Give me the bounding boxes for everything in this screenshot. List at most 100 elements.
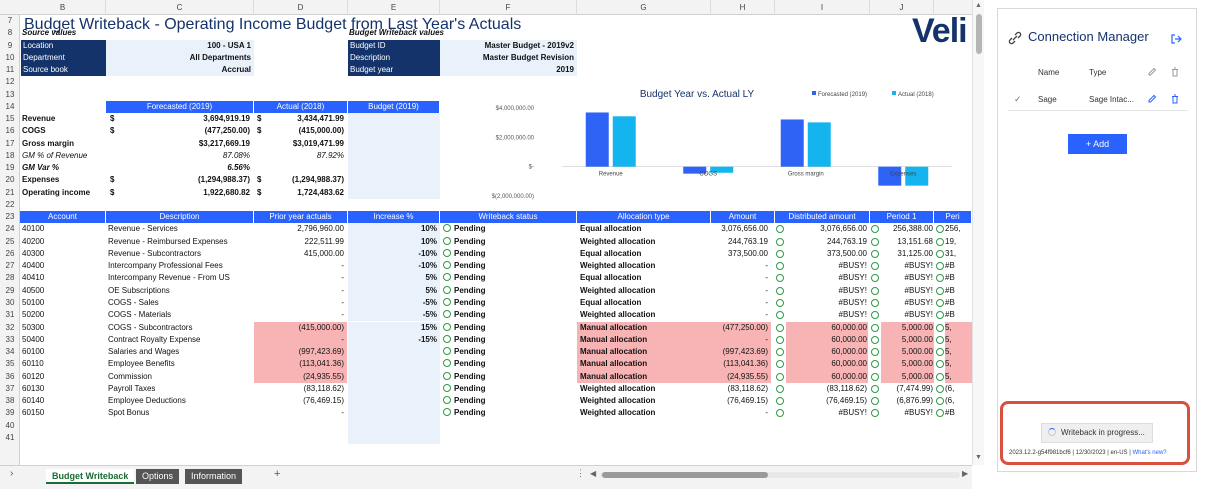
row-header[interactable]: 26 [5, 248, 15, 258]
distributed-amount-cell[interactable]: #BUSY! [838, 273, 867, 283]
row-header[interactable]: 38 [5, 396, 15, 406]
prior-actuals-cell[interactable]: - [341, 408, 344, 418]
writeback-label[interactable]: Description [348, 51, 440, 65]
distributed-amount-cell[interactable]: 60,000.00 [786, 333, 868, 346]
prior-actuals-cell[interactable]: - [254, 333, 347, 346]
period1-cell[interactable]: #BUSY! [904, 273, 933, 283]
distributed-amount-cell[interactable]: 244,763.19 [826, 236, 867, 246]
currency-symbol[interactable] [257, 138, 277, 150]
writeback-status-cell[interactable]: Pending [443, 223, 486, 235]
account-cell[interactable]: 40200 [22, 236, 45, 246]
amount-cell[interactable]: - [765, 273, 768, 283]
period1-cell[interactable]: 31,125.00 [897, 248, 933, 258]
currency-symbol[interactable]: $ [110, 175, 115, 185]
currency-symbol[interactable] [110, 138, 130, 150]
row-header[interactable]: 18 [5, 150, 15, 160]
period2-cell[interactable]: (6, [945, 383, 955, 393]
currency-symbol[interactable] [257, 162, 277, 174]
row-header[interactable]: 23 [5, 212, 15, 222]
tab-budget-writeback[interactable]: Budget Writeback [46, 469, 135, 484]
actual-value[interactable]: 87.92% [316, 150, 344, 160]
currency-symbol[interactable]: $ [257, 175, 262, 185]
connection-row[interactable]: ✓ Sage Sage Intac... [1008, 89, 1188, 111]
writeback-values-heading[interactable]: Budget Writeback values [349, 28, 444, 38]
increase-cell[interactable]: 10% [348, 235, 440, 248]
prior-actuals-cell[interactable]: (997,423.69) [254, 346, 347, 359]
row-header[interactable]: 14 [5, 101, 15, 111]
summary-header[interactable]: Budget (2019) [348, 100, 439, 114]
description-cell[interactable]: OE Subscriptions [108, 285, 170, 295]
amount-cell[interactable]: - [765, 297, 768, 307]
column-header[interactable]: J [870, 0, 934, 15]
increase-cell[interactable] [348, 382, 440, 396]
row-header[interactable]: 22 [5, 199, 15, 209]
increase-cell[interactable] [348, 395, 440, 408]
prior-actuals-cell[interactable]: - [341, 261, 344, 271]
description-cell[interactable]: Spot Bonus [108, 408, 150, 418]
period1-cell[interactable]: 5,000.00 [881, 321, 934, 334]
period2-cell[interactable]: #B [945, 273, 955, 283]
table-header[interactable]: Writeback status [440, 211, 576, 224]
vscroll-up-icon[interactable]: ▲ [975, 2, 982, 9]
account-cell[interactable]: 60140 [22, 396, 45, 406]
budget-value[interactable] [348, 174, 440, 187]
writeback-status-cell[interactable]: Pending [443, 272, 486, 284]
actual-value[interactable]: (1,294,988.37) [291, 175, 344, 185]
row-header[interactable]: 20 [5, 175, 15, 185]
more-tabs-icon[interactable]: ⋮ [576, 468, 585, 478]
amount-cell[interactable]: - [765, 261, 768, 271]
prior-actuals-cell[interactable]: - [341, 310, 344, 320]
prior-actuals-cell[interactable]: - [341, 285, 344, 295]
delete-connection-icon[interactable] [1170, 94, 1180, 104]
currency-symbol[interactable]: $ [110, 187, 115, 197]
prior-actuals-cell[interactable]: 2,796,960.00 [297, 224, 344, 234]
tab-scroll-left-icon[interactable]: › [10, 468, 14, 479]
budget-chart[interactable]: Budget Year vs. Actual LY Forecasted (201… [452, 84, 960, 210]
amount-cell[interactable]: (83,118.62) [727, 383, 768, 393]
account-cell[interactable]: 50200 [22, 310, 45, 320]
increase-cell[interactable]: 5% [348, 272, 440, 285]
description-cell[interactable]: Commission [108, 371, 153, 381]
description-cell[interactable]: Employee Benefits [108, 359, 175, 369]
account-cell[interactable]: 40300 [22, 248, 45, 258]
table-header[interactable]: Allocation type [577, 211, 710, 224]
forecast-value[interactable]: 1,922,680.82 [203, 187, 250, 197]
period2-cell[interactable]: #B [945, 261, 955, 271]
currency-symbol[interactable] [110, 150, 130, 162]
increase-cell[interactable]: -10% [348, 260, 440, 273]
whats-new-link[interactable]: What's new? [1132, 450, 1167, 456]
amount-cell[interactable]: - [765, 285, 768, 295]
period1-cell[interactable]: 5,000.00 [881, 358, 934, 371]
actual-value[interactable]: (415,000.00) [298, 126, 344, 136]
actual-value[interactable]: 1,724,483.62 [297, 187, 344, 197]
writeback-status-cell[interactable]: Pending [443, 395, 486, 407]
account-cell[interactable]: 60130 [22, 383, 45, 393]
description-cell[interactable]: Intercompany Revenue - From US [108, 273, 230, 283]
increase-cell[interactable]: 10% [348, 223, 440, 236]
summary-label[interactable]: Gross margin [22, 138, 75, 148]
row-header[interactable]: 39 [5, 408, 15, 418]
description-cell[interactable]: Revenue - Subcontractors [108, 248, 201, 258]
prior-actuals-cell[interactable]: (24,935.55) [254, 370, 347, 383]
description-cell[interactable]: COGS - Materials [108, 310, 172, 320]
writeback-value[interactable]: 2019 [440, 64, 577, 77]
writeback-label[interactable]: Budget ID [348, 39, 440, 52]
source-label[interactable]: Department [21, 51, 106, 65]
budget-value[interactable] [348, 137, 440, 150]
budget-value[interactable] [348, 162, 440, 175]
summary-header[interactable]: Forecasted (2019) [106, 100, 253, 114]
period1-cell[interactable]: #BUSY! [904, 297, 933, 307]
horizontal-scrollbar[interactable] [600, 472, 960, 478]
currency-symbol[interactable] [110, 162, 130, 174]
amount-cell[interactable]: - [711, 333, 771, 346]
column-header[interactable]: B [20, 0, 106, 15]
period2-cell[interactable]: #B [945, 310, 955, 320]
budget-value[interactable] [348, 149, 440, 163]
table-header[interactable]: Prior year actuals [254, 211, 347, 224]
prior-actuals-cell[interactable]: 415,000.00 [303, 248, 344, 258]
description-cell[interactable]: Payroll Taxes [108, 383, 156, 393]
column-header[interactable]: F [440, 0, 577, 15]
distributed-amount-cell[interactable]: #BUSY! [838, 310, 867, 320]
source-value[interactable]: 100 - USA 1 [106, 39, 254, 52]
